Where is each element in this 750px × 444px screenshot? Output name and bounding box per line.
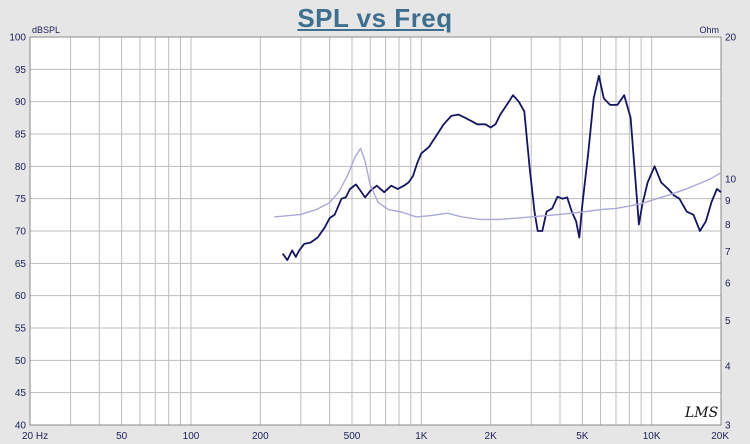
y-tick-label: 50 — [15, 356, 27, 367]
y2-tick-label: 8 — [725, 220, 731, 231]
x-tick-label: 20 Hz — [22, 431, 48, 442]
y2-tick-label: 6 — [725, 279, 731, 290]
x-tick-label: 200 — [252, 431, 269, 442]
x-tick-label: 5K — [576, 431, 589, 442]
plot-frame — [29, 36, 722, 426]
y2-tick-label: 3 — [725, 421, 731, 432]
y-tick-label: 90 — [15, 97, 27, 108]
y-tick-label: 55 — [15, 324, 27, 335]
y-tick-label: 85 — [15, 130, 27, 141]
x-tick-label: 10K — [643, 431, 661, 442]
y-tick-label: 80 — [15, 162, 27, 173]
chart-title: SPL vs Freq — [297, 3, 453, 33]
left-axis-unit: dBSPL — [32, 25, 60, 35]
y2-tick-label: 20 — [725, 33, 737, 44]
y2-tick-label: 4 — [725, 362, 731, 373]
y-tick-label: 100 — [9, 33, 26, 44]
y2-tick-label: 5 — [725, 316, 731, 327]
y-tick-label: 65 — [15, 259, 27, 270]
x-tick-label: 1K — [415, 431, 428, 442]
right-axis-unit: Ohm — [699, 25, 719, 35]
y2-tick-label: 10 — [725, 174, 737, 185]
y-tick-label: 75 — [15, 194, 27, 205]
y-tick-label: 60 — [15, 291, 27, 302]
y-tick-label: 70 — [15, 227, 27, 238]
impedance-series-line — [274, 147, 722, 221]
y-tick-label: 40 — [15, 421, 27, 432]
x-tick-label: 2K — [485, 431, 498, 442]
y-tick-label: 45 — [15, 388, 27, 399]
x-tick-label: 20K — [711, 431, 729, 442]
lms-logo: LMS — [684, 405, 718, 421]
x-tick-label: 500 — [344, 431, 361, 442]
y2-tick-label: 7 — [725, 247, 731, 258]
spl-series-line — [281, 74, 722, 262]
x-tick-label: 50 — [116, 431, 128, 442]
y-tick-label: 95 — [15, 65, 27, 76]
y2-tick-label: 9 — [725, 196, 731, 207]
x-tick-label: 100 — [183, 431, 200, 442]
